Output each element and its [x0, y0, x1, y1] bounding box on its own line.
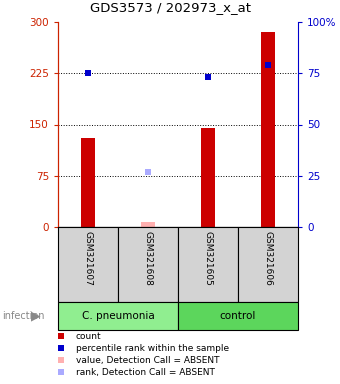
Text: control: control: [220, 311, 256, 321]
Text: C. pneumonia: C. pneumonia: [82, 311, 154, 321]
Text: GDS3573 / 202973_x_at: GDS3573 / 202973_x_at: [89, 1, 251, 14]
Text: GSM321605: GSM321605: [204, 231, 212, 286]
Text: GSM321607: GSM321607: [84, 231, 92, 286]
Bar: [58, 302, 178, 330]
Bar: [178, 227, 238, 302]
Bar: [178, 302, 298, 330]
Text: value, Detection Call = ABSENT: value, Detection Call = ABSENT: [76, 356, 219, 365]
Bar: [261, 32, 275, 227]
Bar: [58, 227, 118, 302]
Bar: [81, 138, 95, 227]
Bar: [141, 222, 155, 227]
Bar: [201, 128, 215, 227]
Text: ▶: ▶: [31, 310, 40, 323]
Text: GSM321606: GSM321606: [264, 231, 272, 286]
Text: infection: infection: [2, 311, 44, 321]
Text: rank, Detection Call = ABSENT: rank, Detection Call = ABSENT: [76, 367, 215, 377]
Bar: [118, 227, 178, 302]
Bar: [238, 227, 298, 302]
Text: count: count: [76, 332, 102, 341]
Text: percentile rank within the sample: percentile rank within the sample: [76, 344, 229, 353]
Text: GSM321608: GSM321608: [143, 231, 153, 286]
